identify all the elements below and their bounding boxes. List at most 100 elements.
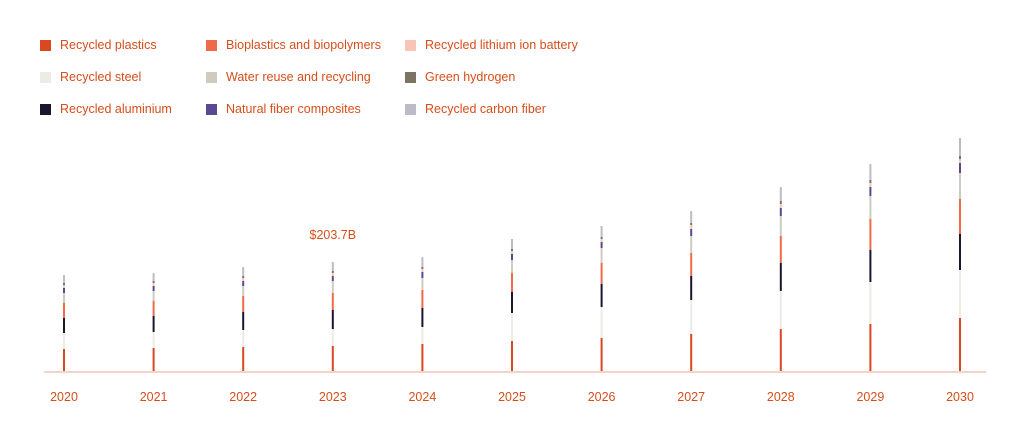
bar-segment-bioplastics-and-biopolymers-2028 (780, 236, 782, 263)
bar-segment-recycled-plastics-2021 (153, 348, 155, 371)
x-tick-label-2021: 2021 (140, 390, 168, 404)
bar-segment-recycled-carbon-fiber-2023 (332, 262, 334, 271)
bar-segment-recycled-carbon-fiber-2029 (869, 164, 871, 180)
bar-segment-recycled-lithium-ion-battery-2021 (153, 283, 155, 286)
x-tick-label-2025: 2025 (498, 390, 526, 404)
bar-segment-recycled-plastics-2028 (780, 329, 782, 371)
bar-segment-water-reuse-and-recycling-2024 (421, 278, 423, 290)
x-tick-label-2029: 2029 (856, 390, 884, 404)
bar-segment-green-hydrogen-2027 (690, 223, 692, 225)
bar-segment-recycled-plastics-2026 (601, 338, 603, 371)
bar-segment-recycled-steel-2024 (421, 327, 423, 344)
bar-segment-green-hydrogen-2025 (511, 249, 513, 251)
bar-segment-recycled-lithium-ion-battery-2024 (421, 269, 423, 272)
bar-segment-bioplastics-and-biopolymers-2020 (63, 303, 65, 318)
bar-segment-water-reuse-and-recycling-2022 (242, 286, 244, 296)
bar-segment-bioplastics-and-biopolymers-2027 (690, 253, 692, 276)
bar-segment-recycled-aluminium-2026 (601, 284, 603, 307)
bar-segment-water-reuse-and-recycling-2023 (332, 281, 334, 293)
bar-segment-recycled-plastics-2022 (242, 347, 244, 371)
bar-segment-water-reuse-and-recycling-2028 (780, 216, 782, 236)
bar-segment-recycled-aluminium-2025 (511, 292, 513, 313)
bar-segment-water-reuse-and-recycling-2029 (869, 196, 871, 219)
bar-segment-recycled-plastics-2024 (421, 344, 423, 371)
bar-segment-water-reuse-and-recycling-2026 (601, 248, 603, 263)
bar-segment-natural-fiber-composites-2022 (242, 281, 244, 286)
x-tick-label-2020: 2020 (50, 390, 78, 404)
bar-segment-recycled-aluminium-2027 (690, 276, 692, 300)
bar-segment-bioplastics-and-biopolymers-2023 (332, 293, 334, 310)
bar-segment-natural-fiber-composites-2027 (690, 229, 692, 236)
bar-segment-recycled-steel-2030 (959, 270, 961, 318)
bar-segment-natural-fiber-composites-2029 (869, 187, 871, 196)
bar-segment-natural-fiber-composites-2020 (63, 288, 65, 293)
bar-segment-green-hydrogen-2020 (63, 283, 65, 285)
bar-segment-natural-fiber-composites-2021 (153, 286, 155, 291)
bar-segment-water-reuse-and-recycling-2021 (153, 291, 155, 301)
bar-segment-recycled-steel-2028 (780, 291, 782, 329)
bar-segment-recycled-carbon-fiber-2030 (959, 138, 961, 156)
bar-segment-natural-fiber-composites-2026 (601, 242, 603, 248)
bar-segment-green-hydrogen-2023 (332, 271, 334, 273)
bar-segment-recycled-carbon-fiber-2020 (63, 275, 65, 283)
bar-segment-recycled-plastics-2020 (63, 349, 65, 371)
x-tick-label-2024: 2024 (408, 390, 436, 404)
bar-segment-bioplastics-and-biopolymers-2024 (421, 290, 423, 308)
bar-segment-recycled-lithium-ion-battery-2030 (959, 159, 961, 163)
bar-segment-recycled-carbon-fiber-2025 (511, 239, 513, 249)
bar-segment-bioplastics-and-biopolymers-2030 (959, 199, 961, 234)
bar-segment-recycled-aluminium-2024 (421, 308, 423, 327)
bar-segment-natural-fiber-composites-2028 (780, 208, 782, 216)
bar-segment-water-reuse-and-recycling-2025 (511, 260, 513, 273)
x-tick-label-2030: 2030 (946, 390, 974, 404)
bar-segment-bioplastics-and-biopolymers-2022 (242, 296, 244, 312)
x-tick-label-2027: 2027 (677, 390, 705, 404)
bar-segment-recycled-steel-2026 (601, 307, 603, 338)
bar-segment-recycled-steel-2027 (690, 300, 692, 334)
bar-segment-green-hydrogen-2029 (869, 180, 871, 183)
x-tick-label-2028: 2028 (767, 390, 795, 404)
bar-segment-recycled-aluminium-2023 (332, 310, 334, 329)
bar-segment-recycled-aluminium-2022 (242, 312, 244, 330)
bar-segment-recycled-carbon-fiber-2022 (242, 267, 244, 276)
bar-segment-recycled-carbon-fiber-2021 (153, 273, 155, 281)
bar-segment-bioplastics-and-biopolymers-2029 (869, 219, 871, 250)
bar-segment-recycled-lithium-ion-battery-2023 (332, 273, 334, 276)
bar-segment-recycled-aluminium-2021 (153, 316, 155, 332)
bar-segment-recycled-aluminium-2020 (63, 318, 65, 333)
bar-segment-recycled-aluminium-2030 (959, 234, 961, 270)
bar-segment-recycled-steel-2023 (332, 329, 334, 346)
bar-segment-bioplastics-and-biopolymers-2026 (601, 263, 603, 284)
bar-segment-recycled-steel-2022 (242, 330, 244, 347)
bar-segment-recycled-aluminium-2028 (780, 263, 782, 291)
bar-segment-recycled-aluminium-2029 (869, 250, 871, 282)
bar-segment-recycled-steel-2021 (153, 332, 155, 348)
bar-segment-green-hydrogen-2030 (959, 156, 961, 159)
bar-segment-recycled-steel-2020 (63, 333, 65, 349)
bar-segment-green-hydrogen-2022 (242, 276, 244, 278)
bar-segment-recycled-steel-2029 (869, 282, 871, 324)
bar-segment-natural-fiber-composites-2023 (332, 276, 334, 281)
bar-segment-recycled-plastics-2029 (869, 324, 871, 371)
bar-segment-green-hydrogen-2021 (153, 281, 155, 283)
bar-segment-water-reuse-and-recycling-2030 (959, 173, 961, 199)
x-tick-label-2023: 2023 (319, 390, 347, 404)
bar-segment-recycled-carbon-fiber-2024 (421, 257, 423, 267)
x-tick-label-2026: 2026 (588, 390, 616, 404)
bar-segment-green-hydrogen-2028 (780, 201, 782, 204)
bar-segment-recycled-plastics-2030 (959, 318, 961, 371)
bar-segment-recycled-lithium-ion-battery-2022 (242, 278, 244, 281)
x-tick-label-2022: 2022 (229, 390, 257, 404)
bar-segment-bioplastics-and-biopolymers-2021 (153, 301, 155, 316)
bar-segment-recycled-lithium-ion-battery-2028 (780, 204, 782, 208)
bar-segment-green-hydrogen-2026 (601, 237, 603, 239)
bar-segment-recycled-lithium-ion-battery-2027 (690, 225, 692, 229)
bar-segment-recycled-lithium-ion-battery-2026 (601, 239, 603, 242)
bar-segment-recycled-carbon-fiber-2027 (690, 211, 692, 223)
bar-segment-recycled-plastics-2025 (511, 341, 513, 371)
bar-segment-natural-fiber-composites-2030 (959, 163, 961, 173)
bar-segment-recycled-carbon-fiber-2026 (601, 226, 603, 237)
bar-segment-natural-fiber-composites-2024 (421, 272, 423, 278)
bar-segment-recycled-lithium-ion-battery-2025 (511, 251, 513, 254)
